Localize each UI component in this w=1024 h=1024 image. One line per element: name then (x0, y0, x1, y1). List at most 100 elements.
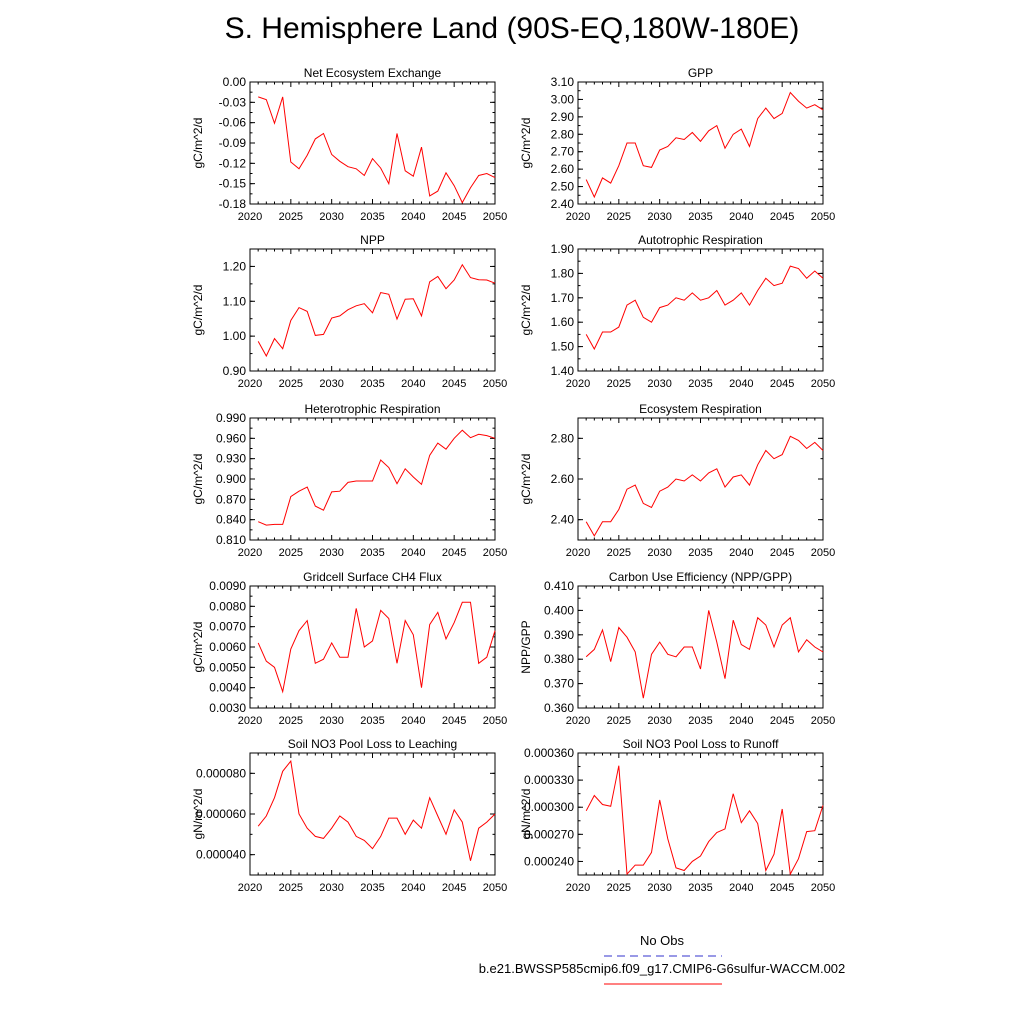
y-tick-label: 1.90 (551, 242, 575, 256)
y-tick-label: 0.380 (544, 652, 574, 666)
y-tick-label: 2.60 (551, 162, 575, 176)
y-tick-label: 3.10 (551, 75, 575, 89)
y-axis-label: gC/m^2/d (519, 285, 533, 336)
page-title: S. Hemisphere Land (90S-EQ,180W-180E) (224, 12, 800, 45)
x-tick-label: 2050 (811, 882, 835, 894)
series-line (585, 765, 824, 876)
y-axis-label: gC/m^2/d (519, 118, 533, 169)
y-tick-label: 0.410 (544, 579, 574, 593)
chart-title: Autotrophic Respiration (638, 233, 763, 247)
chart-title: Ecosystem Respiration (639, 402, 762, 416)
y-tick-label: 2.60 (551, 472, 575, 486)
x-tick-label: 2035 (360, 882, 384, 894)
y-tick-label: -0.06 (219, 116, 247, 130)
y-axis-label: gN/m^2/d (519, 789, 533, 840)
chart-title: NPP (360, 233, 385, 247)
y-tick-label: 0.0040 (209, 681, 246, 695)
x-tick-label: 2045 (442, 211, 466, 223)
x-tick-label: 2050 (483, 715, 507, 727)
x-tick-label: 2030 (647, 378, 671, 390)
chart-panel-3: NPP gC/m^2/d 2020 2025 2030 2035 2040 2045 2050 0… (191, 233, 507, 390)
y-tick-label: 1.80 (551, 266, 575, 280)
x-tick-label: 2035 (360, 715, 384, 727)
chart-title: Carbon Use Efficiency (NPP/GPP) (609, 570, 792, 584)
x-tick-label: 2030 (319, 378, 343, 390)
y-tick-label: 1.50 (551, 340, 575, 354)
chart-panel-9: Soil NO3 Pool Loss to Leaching gN/m^2/d 20… (191, 737, 507, 894)
y-tick-label: 0.960 (216, 431, 246, 445)
x-tick-label: 2020 (566, 547, 590, 559)
x-tick-label: 2025 (607, 211, 631, 223)
x-tick-label: 2040 (401, 882, 425, 894)
x-tick-label: 2050 (483, 378, 507, 390)
chart-panel-8: Carbon Use Efficiency (NPP/GPP) NPP/GPP 20… (519, 570, 835, 727)
series-line (585, 91, 824, 199)
y-tick-label: 0.0030 (209, 701, 246, 715)
x-tick-label: 2035 (688, 882, 712, 894)
y-tick-label: 0.000360 (524, 746, 574, 760)
x-tick-label: 2035 (688, 378, 712, 390)
y-tick-label: 0.990 (216, 411, 246, 425)
x-tick-label: 2025 (607, 882, 631, 894)
x-tick-label: 2030 (647, 882, 671, 894)
y-tick-label: 0.000240 (524, 854, 574, 868)
x-tick-label: 2020 (566, 378, 590, 390)
chart-panel-2: GPP gC/m^2/d 2020 2025 2030 2035 2040 2045 2050 2… (519, 66, 835, 223)
y-tick-label: -0.15 (219, 177, 247, 191)
y-tick-label: 2.70 (551, 145, 575, 159)
x-tick-label: 2025 (607, 715, 631, 727)
x-tick-label: 2020 (238, 547, 262, 559)
x-tick-label: 2030 (319, 715, 343, 727)
x-tick-label: 2030 (647, 211, 671, 223)
x-tick-label: 2050 (811, 211, 835, 223)
series-line (585, 610, 824, 699)
x-tick-label: 2025 (279, 211, 303, 223)
y-tick-label: 0.000060 (196, 807, 246, 821)
chart-title: Heterotrophic Respiration (304, 402, 440, 416)
series-line (257, 601, 496, 694)
y-tick-label: 0.870 (216, 492, 246, 506)
x-tick-label: 2045 (770, 715, 794, 727)
chart-title: Net Ecosystem Exchange (304, 66, 442, 80)
x-tick-label: 2035 (688, 547, 712, 559)
chart-panel-5: Heterotrophic Respiration gC/m^2/d 2020 202… (191, 402, 507, 559)
y-tick-label: 1.10 (223, 294, 247, 308)
y-tick-label: 2.40 (551, 513, 575, 527)
y-tick-label: -0.18 (219, 197, 247, 211)
x-tick-label: 2045 (770, 378, 794, 390)
y-tick-label: 1.40 (551, 364, 575, 378)
y-tick-label: 0.0080 (209, 599, 246, 613)
chart-title: Soil NO3 Pool Loss to Leaching (288, 737, 457, 751)
y-tick-label: 0.00 (223, 75, 247, 89)
series-line (257, 759, 496, 861)
x-tick-label: 2020 (566, 211, 590, 223)
x-tick-label: 2045 (770, 882, 794, 894)
y-tick-label: 1.00 (223, 329, 247, 343)
chart-panel-10: Soil NO3 Pool Loss to Runoff gN/m^2/d 2020… (519, 737, 835, 894)
y-tick-label: 0.90 (223, 364, 247, 378)
legend-label-case: b.e21.BWSSP585cmip6.f09_g17.CMIP6-G6sulf… (479, 961, 846, 976)
x-tick-label: 2040 (401, 547, 425, 559)
y-tick-label: 0.000270 (524, 827, 574, 841)
x-tick-label: 2040 (729, 378, 753, 390)
y-tick-label: 0.000040 (196, 848, 246, 862)
legend-label-no-obs: No Obs (640, 933, 685, 948)
y-tick-label: 0.0060 (209, 640, 246, 654)
chart-panel-6: Ecosystem Respiration gC/m^2/d 2020 2025 203… (519, 402, 835, 559)
y-tick-label: 0.930 (216, 452, 246, 466)
x-tick-label: 2025 (279, 547, 303, 559)
x-tick-label: 2040 (729, 547, 753, 559)
chart-title: Soil NO3 Pool Loss to Runoff (623, 737, 780, 751)
y-tick-label: 0.900 (216, 472, 246, 486)
series-line (258, 96, 496, 204)
x-tick-label: 2030 (647, 715, 671, 727)
y-tick-label: 0.840 (216, 513, 246, 527)
y-tick-label: 2.80 (551, 127, 575, 141)
y-tick-label: -0.09 (219, 136, 247, 150)
x-tick-label: 2020 (238, 882, 262, 894)
x-tick-label: 2030 (319, 211, 343, 223)
x-tick-label: 2045 (442, 378, 466, 390)
y-axis-label: gC/m^2/d (191, 454, 205, 505)
